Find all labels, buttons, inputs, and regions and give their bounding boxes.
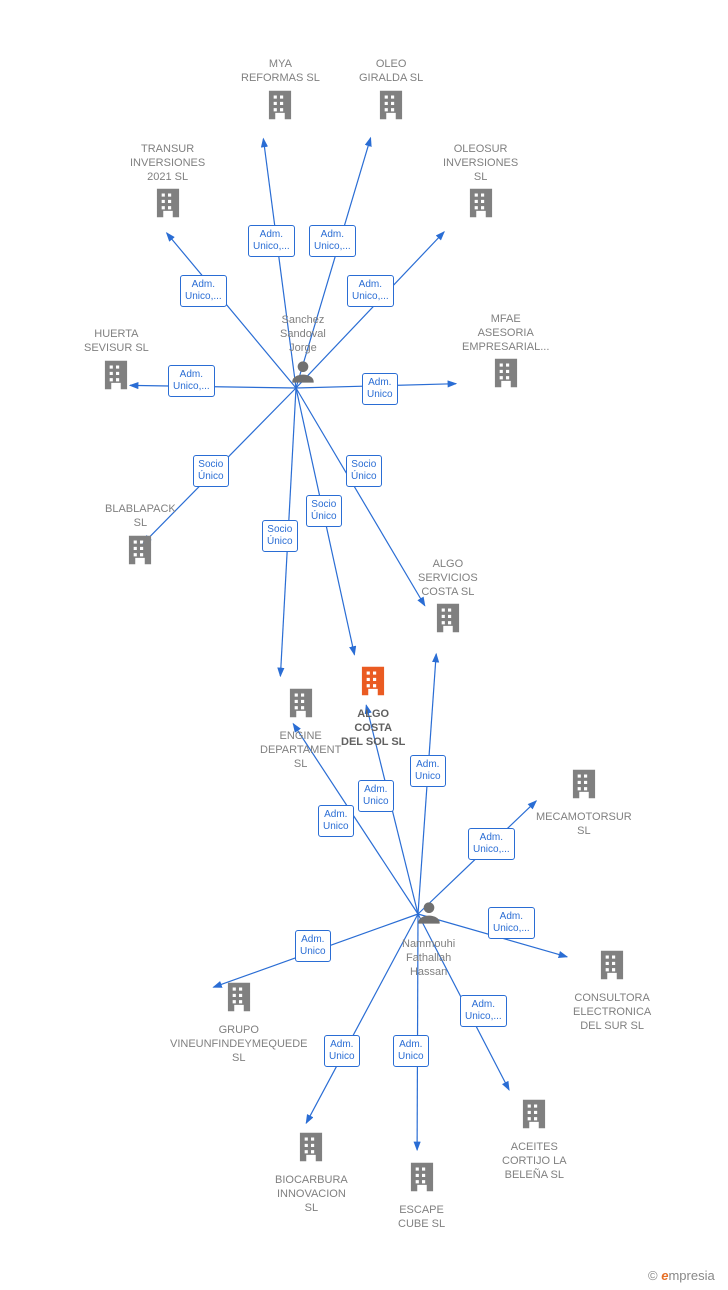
building-icon xyxy=(275,1128,348,1171)
edges-layer xyxy=(0,0,728,1290)
node-label: Sanchez Sandoval Jorge xyxy=(280,314,326,355)
node-label: MYA REFORMAS SL xyxy=(241,58,320,86)
edge-label: Socio Único xyxy=(306,495,342,527)
node-label: HUERTA SEVISUR SL xyxy=(84,328,149,356)
node-algocosta[interactable]: ALGO COSTA DEL SOL SL xyxy=(341,662,405,749)
building-icon xyxy=(443,184,518,227)
node-mya[interactable]: MYA REFORMAS SL xyxy=(241,55,320,129)
node-oleosur[interactable]: OLEOSUR INVERSIONES SL xyxy=(443,140,518,227)
node-label: BLABLAPACK SL xyxy=(105,503,176,531)
edge-label: Adm. Unico xyxy=(393,1035,429,1067)
node-biocarbura[interactable]: BIOCARBURA INNOVACION SL xyxy=(275,1128,348,1215)
node-label: ENGINE DEPARTAMENT SL xyxy=(260,730,341,771)
building-icon xyxy=(398,1158,445,1201)
node-escape[interactable]: ESCAPE CUBE SL xyxy=(398,1158,445,1232)
building-icon xyxy=(84,356,149,399)
person-icon xyxy=(280,355,326,394)
node-algoserv[interactable]: ALGO SERVICIOS COSTA SL xyxy=(418,555,478,642)
node-consultora[interactable]: CONSULTORA ELECTRONICA DEL SUR SL xyxy=(573,946,651,1033)
edge-label: Adm. Unico,... xyxy=(468,828,515,860)
building-icon xyxy=(418,599,478,642)
edge-label: Adm. Unico,... xyxy=(488,907,535,939)
node-label: OLEO GIRALDA SL xyxy=(359,58,423,86)
building-icon xyxy=(502,1095,567,1138)
node-oleo[interactable]: OLEO GIRALDA SL xyxy=(359,55,423,129)
node-huerta[interactable]: HUERTA SEVISUR SL xyxy=(84,325,149,399)
node-label: OLEOSUR INVERSIONES SL xyxy=(443,143,518,184)
node-grupo[interactable]: GRUPO VINEUNFINDEYMEQUEDE SL xyxy=(170,978,308,1065)
copyright-brand-rest: mpresia xyxy=(668,1268,714,1283)
building-icon xyxy=(170,978,308,1021)
edge-label: Socio Único xyxy=(346,455,382,487)
building-icon xyxy=(341,662,405,705)
node-label: ESCAPE CUBE SL xyxy=(398,1204,445,1232)
building-icon xyxy=(241,86,320,129)
diagram-stage: MYA REFORMAS SL OLEO GIRALDA SL OLEOSUR IN… xyxy=(0,0,728,1290)
node-mecamotor[interactable]: MECAMOTORSUR SL xyxy=(536,765,632,839)
person-icon xyxy=(402,896,455,935)
building-icon xyxy=(536,765,632,808)
copyright: © empresia xyxy=(648,1268,715,1283)
node-label: GRUPO VINEUNFINDEYMEQUEDE SL xyxy=(170,1024,308,1065)
edge-label: Adm. Unico xyxy=(358,780,394,812)
node-label: ALGO COSTA DEL SOL SL xyxy=(341,708,405,749)
edge-label: Adm. Unico,... xyxy=(347,275,394,307)
node-mfae[interactable]: MFAE ASESORIA EMPRESARIAL... xyxy=(462,310,549,397)
building-icon xyxy=(359,86,423,129)
node-blabla[interactable]: BLABLAPACK SL xyxy=(105,500,176,574)
node-label: ACEITES CORTIJO LA BELEÑA SL xyxy=(502,1141,567,1182)
edge-label: Adm. Unico,... xyxy=(168,365,215,397)
edge-label: Adm. Unico,... xyxy=(180,275,227,307)
edge-label: Adm. Unico xyxy=(324,1035,360,1067)
edge-label: Adm. Unico xyxy=(318,805,354,837)
node-engine[interactable]: ENGINE DEPARTAMENT SL xyxy=(260,684,341,771)
node-transur[interactable]: TRANSUR INVERSIONES 2021 SL xyxy=(130,140,205,227)
node-label: TRANSUR INVERSIONES 2021 SL xyxy=(130,143,205,184)
edge-label: Adm. Unico,... xyxy=(460,995,507,1027)
node-label: BIOCARBURA INNOVACION SL xyxy=(275,1174,348,1215)
node-p1[interactable]: Sanchez Sandoval Jorge xyxy=(280,311,326,394)
building-icon xyxy=(105,531,176,574)
edge-label: Adm. Unico,... xyxy=(309,225,356,257)
node-p2[interactable]: Nammouhi Fathallah Hassan xyxy=(402,896,455,979)
node-label: MFAE ASESORIA EMPRESARIAL... xyxy=(462,313,549,354)
edge-label: Adm. Unico,... xyxy=(248,225,295,257)
node-aceites[interactable]: ACEITES CORTIJO LA BELEÑA SL xyxy=(502,1095,567,1182)
edge-label: Socio Único xyxy=(262,520,298,552)
node-label: CONSULTORA ELECTRONICA DEL SUR SL xyxy=(573,992,651,1033)
edge-label: Socio Único xyxy=(193,455,229,487)
edge-label: Adm. Unico xyxy=(362,373,398,405)
copyright-symbol: © xyxy=(648,1268,658,1283)
edge-label: Adm. Unico xyxy=(295,930,331,962)
node-label: Nammouhi Fathallah Hassan xyxy=(402,938,455,979)
node-label: MECAMOTORSUR SL xyxy=(536,811,632,839)
building-icon xyxy=(573,946,651,989)
edge-label: Adm. Unico xyxy=(410,755,446,787)
building-icon xyxy=(130,184,205,227)
building-icon xyxy=(260,684,341,727)
building-icon xyxy=(462,354,549,397)
node-label: ALGO SERVICIOS COSTA SL xyxy=(418,558,478,599)
